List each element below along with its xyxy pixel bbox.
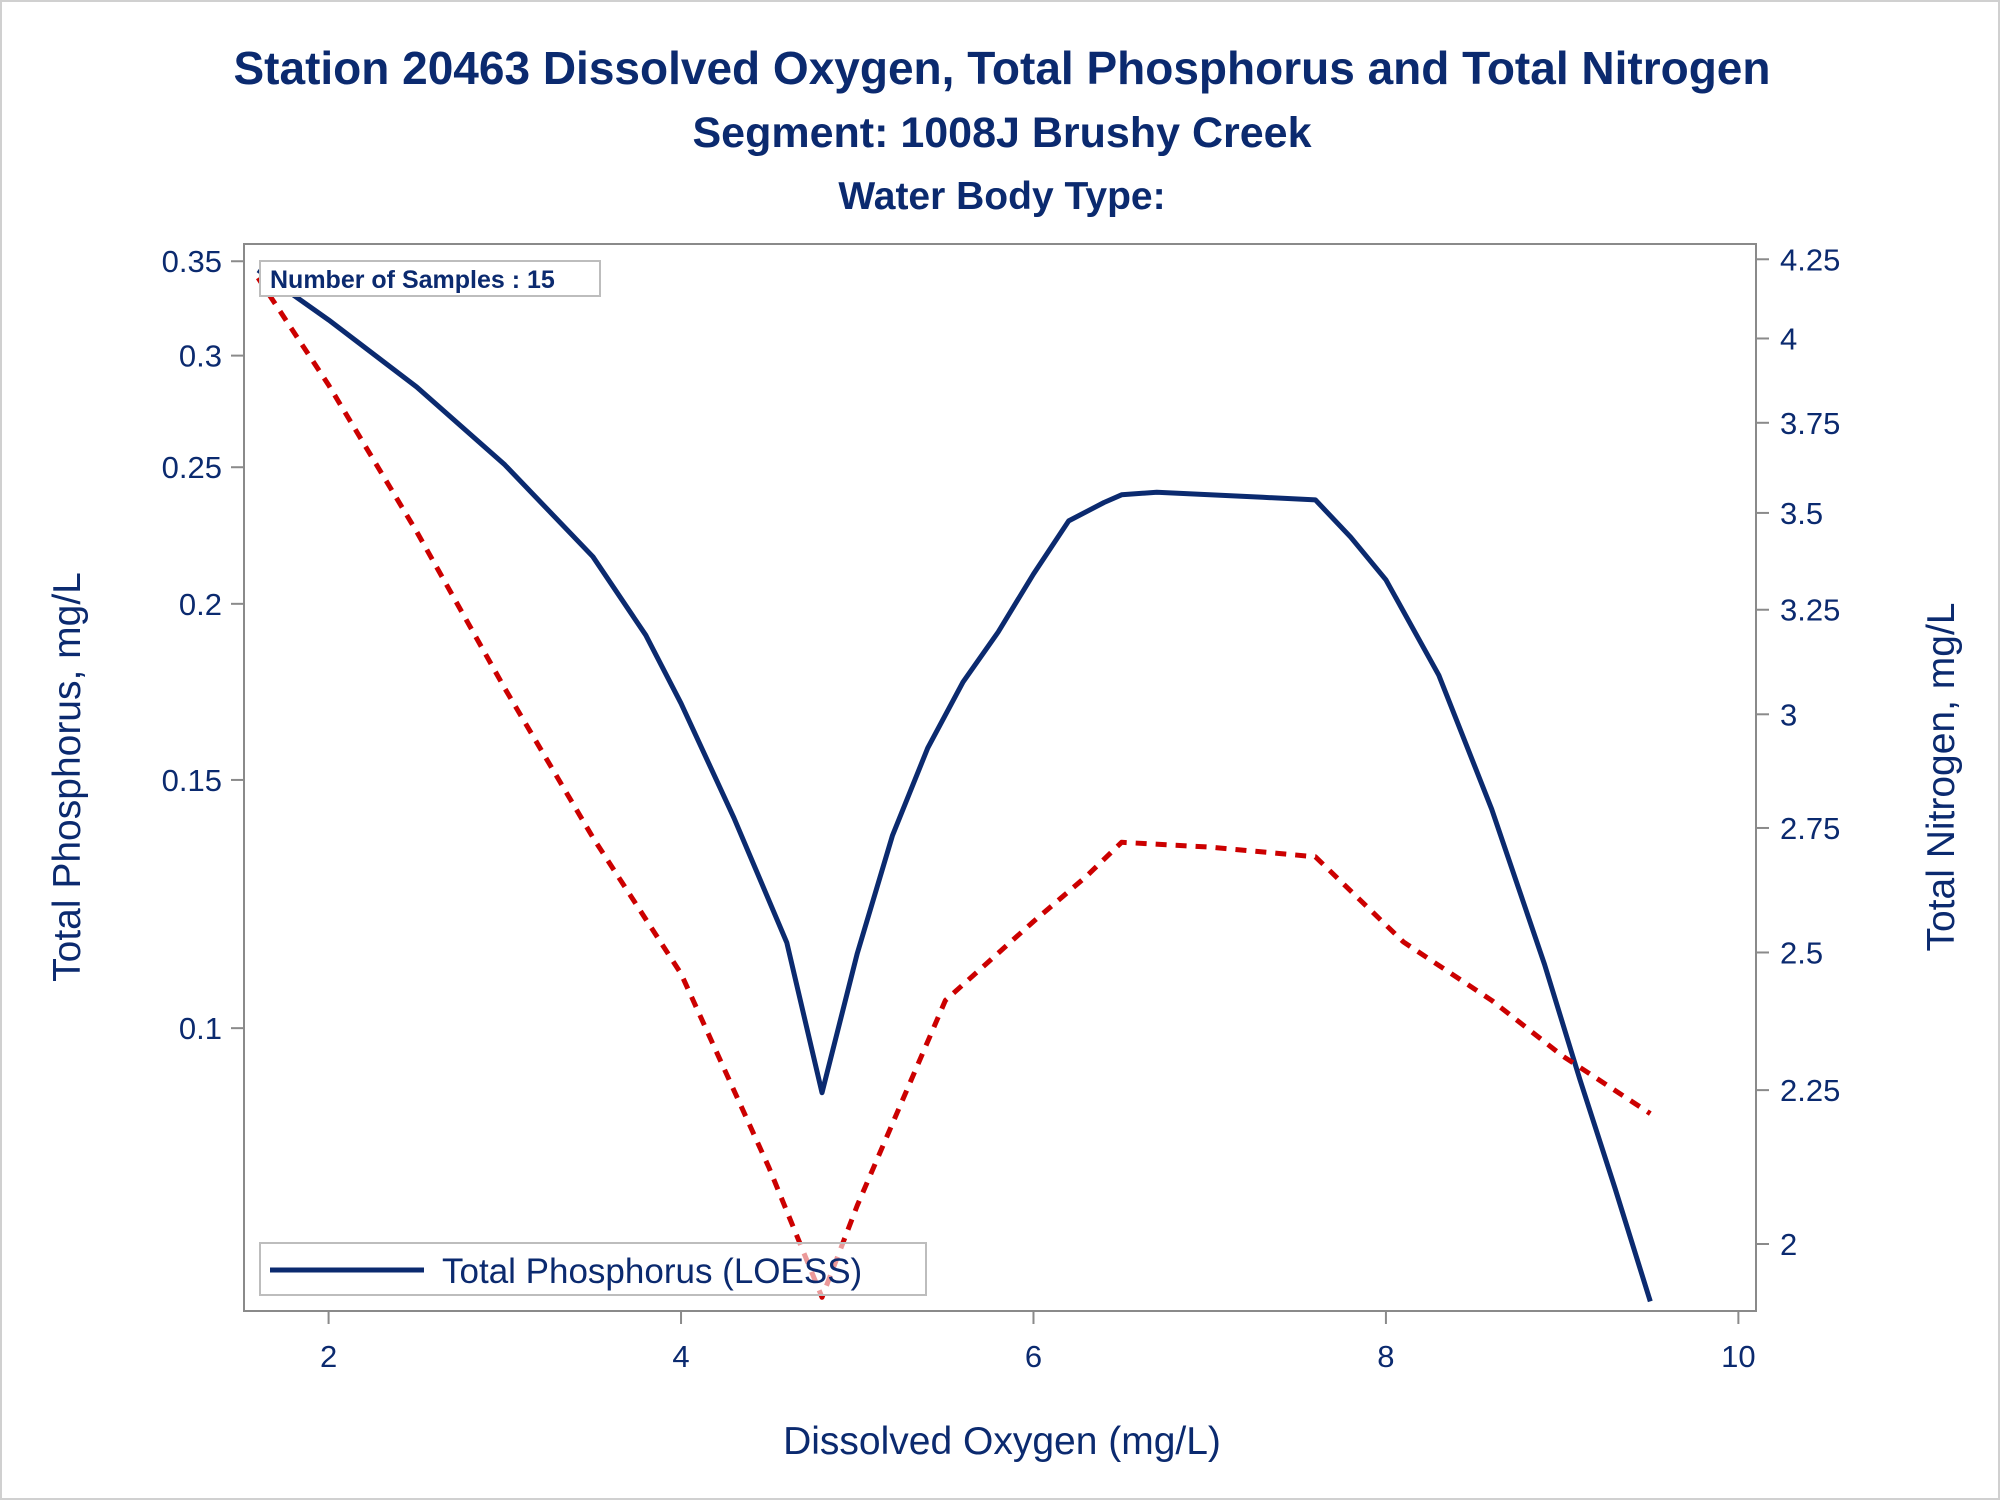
x-tick-label: 6 [1025, 1339, 1042, 1374]
y-tick-label: 0.1 [179, 1011, 222, 1046]
y2-tick-label: 4.25 [1780, 242, 1840, 277]
x-tick-label: 4 [672, 1339, 689, 1374]
y2-tick-label: 3 [1780, 697, 1797, 732]
y-tick-label: 0.25 [162, 450, 222, 485]
chart-subtitle-2: Water Body Type: [838, 175, 1165, 218]
x-axis-label: Dissolved Oxygen (mg/L) [783, 1420, 1221, 1463]
sample-count-text: Number of Samples : 15 [270, 266, 555, 294]
y-axis-left: 0.1 0.15 0.2 0.25 0.3 0.35 [162, 244, 244, 1046]
y-tick-label: 0.2 [179, 587, 222, 622]
y2-tick-label: 4 [1780, 321, 1797, 356]
chart-title: Station 20463 Dissolved Oxygen, Total Ph… [233, 42, 1770, 94]
y2-tick-label: 2.75 [1780, 811, 1840, 846]
x-tick-label: 2 [320, 1339, 337, 1374]
y-tick-label: 0.3 [179, 339, 222, 374]
y-tick-label: 0.15 [162, 763, 222, 798]
x-axis: 2 4 6 8 10 [320, 1311, 1756, 1374]
legend-label-phosphorus: Total Phosphorus (LOESS) [442, 1252, 862, 1291]
y2-tick-label: 3.5 [1780, 496, 1823, 531]
y-axis-label: Total Phosphorus, mg/L [46, 572, 89, 982]
y2-tick-label: 2.5 [1780, 935, 1823, 970]
chart-subtitle: Segment: 1008J Brushy Creek [692, 109, 1311, 157]
x-tick-label: 8 [1377, 1339, 1394, 1374]
legend: Total Phosphorus (LOESS) [259, 1242, 927, 1296]
series-layer [256, 268, 1653, 1303]
y2-tick-label: 2 [1780, 1227, 1797, 1262]
sample-count-frame [259, 260, 601, 297]
x-tick-label: 10 [1721, 1339, 1755, 1374]
y2-tick-label: 3.25 [1780, 593, 1840, 628]
plot-area [243, 243, 1757, 1312]
y2-tick-label: 2.25 [1780, 1073, 1840, 1108]
y2-tick-label: 3.75 [1780, 406, 1840, 441]
y-axis-right: 2 2.25 2.5 2.75 3 3.25 3.5 3.75 4 4.25 [1756, 242, 1840, 1262]
y-tick-label: 0.35 [162, 244, 222, 279]
sample-count-box: Number of Samples : 15 [259, 260, 601, 297]
series-line-total-nitrogen [256, 276, 1652, 1300]
series-line-total-phosphorus [256, 268, 1653, 1303]
y2-axis-label: Total Nitrogen, mg/L [1920, 602, 1963, 951]
